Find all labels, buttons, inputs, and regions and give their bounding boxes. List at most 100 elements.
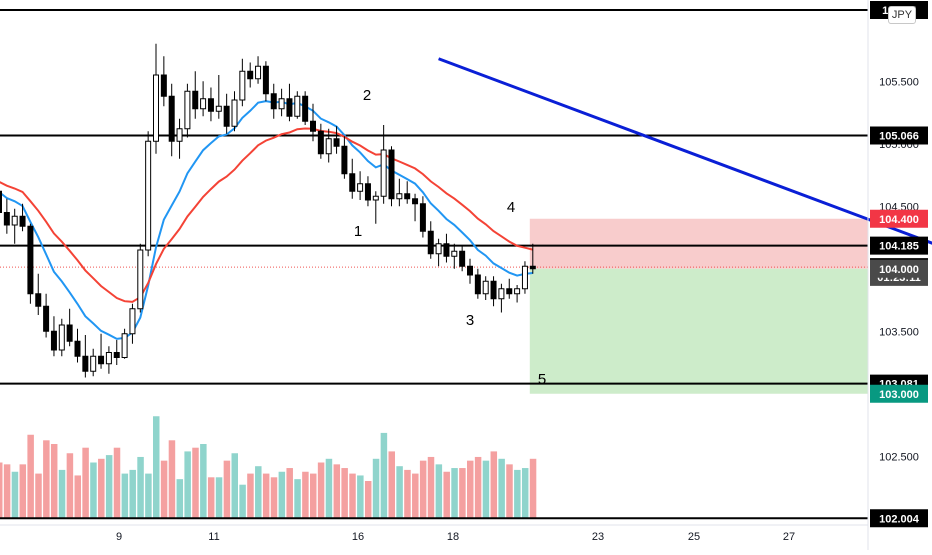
stop-price-tag[interactable]: 104.400 bbox=[870, 209, 928, 228]
level-price-tag[interactable]: 104.185 bbox=[870, 236, 928, 255]
candle[interactable] bbox=[105, 346, 112, 374]
candle[interactable] bbox=[247, 62, 254, 88]
candle[interactable] bbox=[372, 191, 379, 224]
candle[interactable] bbox=[317, 123, 324, 159]
wave-label-3[interactable]: 3 bbox=[466, 312, 474, 329]
entry-price-tag[interactable]: 104.000 bbox=[870, 259, 928, 278]
candle[interactable] bbox=[3, 198, 10, 234]
candle[interactable] bbox=[262, 61, 269, 102]
candle[interactable] bbox=[349, 158, 356, 199]
candle[interactable] bbox=[412, 193, 419, 222]
candle[interactable] bbox=[200, 81, 207, 117]
candle[interactable] bbox=[74, 328, 81, 363]
candle[interactable] bbox=[50, 316, 57, 357]
candle[interactable] bbox=[435, 238, 442, 267]
wave-label-4[interactable]: 4 bbox=[507, 199, 515, 216]
candle-body bbox=[105, 352, 112, 365]
candle[interactable] bbox=[153, 43, 159, 154]
wave-label-5[interactable]: 5 bbox=[538, 371, 546, 388]
candle[interactable] bbox=[58, 318, 65, 357]
candle[interactable] bbox=[427, 221, 434, 259]
candle[interactable] bbox=[451, 243, 458, 269]
candle[interactable] bbox=[341, 136, 348, 179]
candle[interactable] bbox=[90, 348, 97, 377]
candle[interactable] bbox=[98, 333, 105, 369]
candle[interactable] bbox=[168, 83, 175, 157]
candle[interactable] bbox=[482, 276, 489, 300]
candle[interactable] bbox=[474, 268, 481, 299]
candle-body bbox=[364, 183, 371, 201]
candle[interactable] bbox=[364, 176, 371, 207]
candle[interactable] bbox=[11, 208, 18, 244]
candle[interactable] bbox=[129, 303, 136, 344]
candle[interactable] bbox=[380, 125, 387, 204]
stop-loss-zone[interactable] bbox=[529, 218, 868, 269]
time-axis: 9 11 16 18 23 25 27 bbox=[0, 524, 868, 543]
candle[interactable] bbox=[137, 243, 144, 313]
candle[interactable] bbox=[255, 56, 262, 84]
candle[interactable] bbox=[270, 83, 277, 119]
candle[interactable] bbox=[207, 87, 214, 122]
candle[interactable] bbox=[498, 283, 505, 313]
candle[interactable] bbox=[404, 181, 411, 204]
candle[interactable] bbox=[459, 246, 466, 272]
candle[interactable] bbox=[121, 328, 128, 359]
candle-body bbox=[231, 99, 238, 127]
candle[interactable] bbox=[514, 285, 521, 303]
candle[interactable] bbox=[215, 75, 222, 119]
volume-bar bbox=[349, 473, 356, 518]
candle[interactable] bbox=[286, 83, 293, 122]
candle[interactable] bbox=[529, 243, 536, 274]
candle-body bbox=[255, 65, 262, 80]
candle[interactable] bbox=[145, 131, 152, 257]
candle-body bbox=[0, 190, 2, 213]
candle[interactable] bbox=[176, 118, 183, 159]
candle[interactable] bbox=[294, 91, 301, 119]
volume-bar bbox=[427, 456, 435, 518]
candle[interactable] bbox=[223, 93, 230, 134]
candle[interactable] bbox=[160, 56, 167, 107]
candle[interactable] bbox=[443, 233, 450, 263]
candle[interactable] bbox=[506, 278, 513, 299]
candle[interactable] bbox=[419, 196, 426, 238]
level-price-tag[interactable]: 102.004 bbox=[870, 509, 928, 528]
volume-bar bbox=[514, 469, 521, 518]
candle[interactable] bbox=[43, 293, 50, 338]
candle[interactable] bbox=[388, 146, 395, 207]
take-profit-zone[interactable] bbox=[529, 268, 868, 394]
x-tick-label: 23 bbox=[592, 531, 604, 543]
candle[interactable] bbox=[113, 340, 120, 365]
candle[interactable] bbox=[0, 186, 2, 221]
candle[interactable] bbox=[333, 126, 340, 154]
level-price-tag[interactable]: 105.066 bbox=[870, 126, 928, 145]
target-price-tag[interactable]: 103.000 bbox=[870, 384, 928, 403]
candle[interactable] bbox=[310, 103, 316, 142]
candle-body bbox=[443, 243, 450, 257]
candle[interactable] bbox=[19, 203, 26, 232]
trendline[interactable] bbox=[438, 57, 932, 279]
candle[interactable] bbox=[231, 91, 238, 132]
volume-bar bbox=[121, 473, 129, 518]
currency-button[interactable]: JPY bbox=[888, 6, 916, 24]
wave-label-2[interactable]: 2 bbox=[363, 87, 371, 104]
candle[interactable] bbox=[27, 223, 34, 304]
candle[interactable] bbox=[325, 128, 332, 163]
candle[interactable] bbox=[184, 83, 191, 138]
candle[interactable] bbox=[192, 71, 199, 119]
candle[interactable] bbox=[239, 58, 246, 107]
candle[interactable] bbox=[278, 88, 285, 117]
candle[interactable] bbox=[490, 276, 497, 307]
candle-body bbox=[262, 65, 269, 95]
candle[interactable] bbox=[35, 273, 42, 315]
candle[interactable] bbox=[357, 171, 364, 200]
candle[interactable] bbox=[302, 91, 309, 125]
volume-bar bbox=[270, 477, 278, 518]
candle[interactable] bbox=[521, 261, 528, 294]
volume-bar bbox=[443, 471, 450, 518]
candle[interactable] bbox=[396, 178, 403, 207]
candle[interactable] bbox=[66, 308, 73, 347]
candle[interactable] bbox=[82, 335, 89, 378]
wave-label-1[interactable]: 1 bbox=[354, 223, 362, 240]
candle[interactable] bbox=[467, 258, 473, 284]
